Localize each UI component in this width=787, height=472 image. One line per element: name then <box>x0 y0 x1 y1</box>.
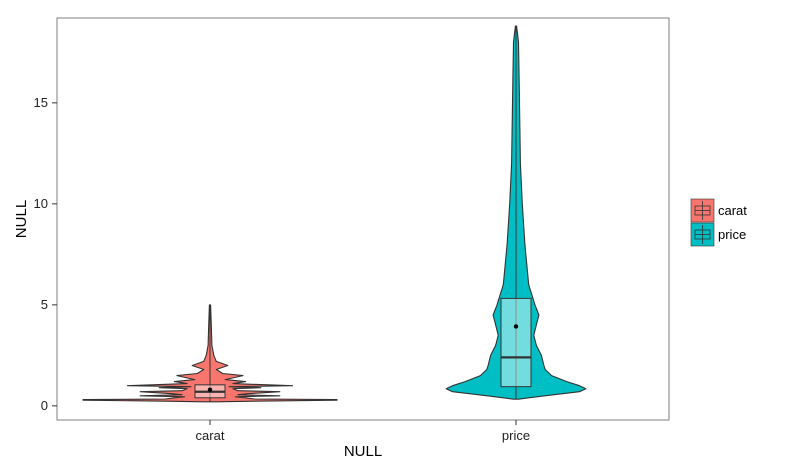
mean-point-carat <box>207 387 213 392</box>
box-price <box>500 297 532 388</box>
legend-item-price: price <box>690 222 746 247</box>
x-tick-label: price <box>502 428 530 443</box>
y-axis: 0 5 10 15 <box>34 95 57 413</box>
y-tick-label: 15 <box>34 95 48 110</box>
y-axis-title: NULL <box>13 200 30 238</box>
legend: carat price <box>690 198 747 247</box>
x-tick-label: carat <box>196 428 225 443</box>
y-tick-label: 0 <box>41 398 48 413</box>
legend-label-carat: carat <box>718 203 747 218</box>
mean-point-price <box>513 324 519 329</box>
plot-panel <box>56 17 670 421</box>
violins-layer <box>82 25 587 403</box>
x-axis-title: NULL <box>344 443 382 460</box>
y-tick-label: 10 <box>34 196 48 211</box>
x-axis: carat price <box>196 420 530 443</box>
legend-label-price: price <box>718 227 746 242</box>
y-tick-label: 5 <box>41 297 48 312</box>
legend-item-carat: carat <box>690 198 747 223</box>
